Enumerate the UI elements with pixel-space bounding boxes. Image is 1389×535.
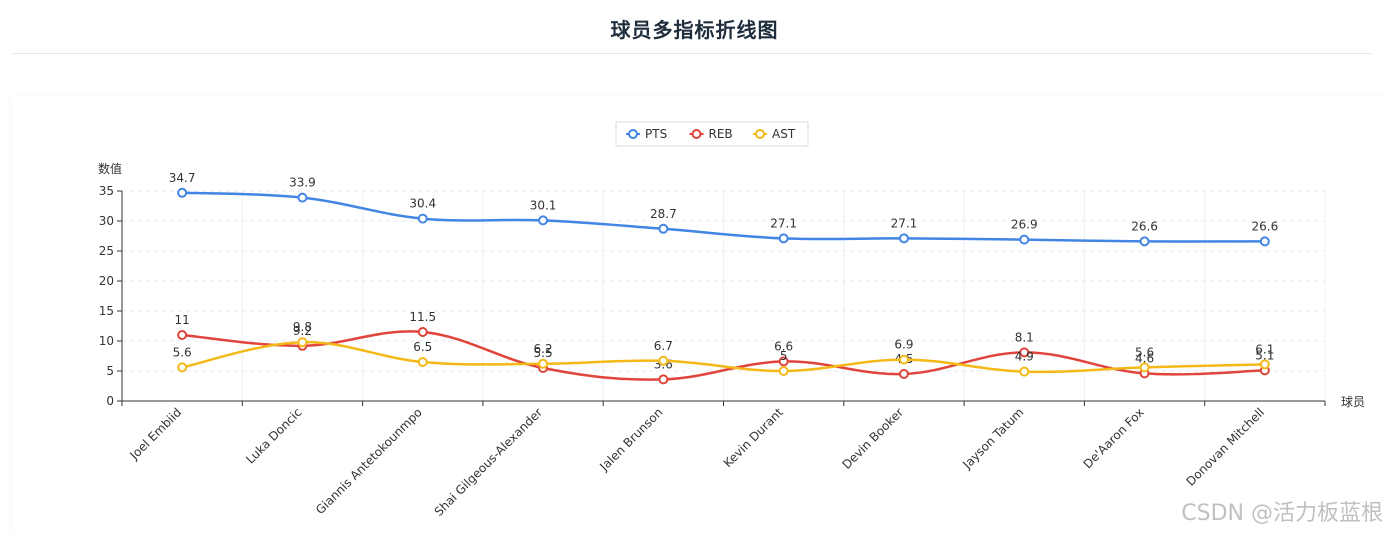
data-point-pts[interactable] [1139,236,1150,247]
y-tick-label: 10 [99,334,114,348]
data-point-pts[interactable] [778,233,789,244]
x-tick-label: Kevin Durant [721,405,786,470]
data-point-pts[interactable] [297,192,308,203]
y-tick-label: 30 [99,214,114,228]
y-tick-label: 35 [99,184,114,198]
data-point-ast[interactable] [898,354,909,365]
series-line-pts [182,191,1265,243]
x-tick-label: Devin Booker [839,405,906,472]
data-point-ast[interactable] [177,362,188,373]
data-point-pts[interactable] [658,223,669,234]
data-label-pts: 27.1 [891,216,918,230]
data-point-ast[interactable] [1139,362,1150,373]
y-tick-label: 20 [99,274,114,288]
x-tick-label: Jalen Brunson [596,405,665,474]
data-label-ast: 6.5 [413,340,432,354]
data-point-ast[interactable] [1259,359,1270,370]
legend-marker-pts[interactable] [628,129,638,139]
data-label-ast: 5 [780,349,788,363]
data-point-pts[interactable] [898,233,909,244]
y-axis-title: 数值 [98,161,122,176]
legend-box [615,121,809,147]
data-label-pts: 28.7 [650,207,677,221]
x-tick-label: Donovan Mitchell [1183,405,1266,488]
legend-label-ast: AST [772,127,796,141]
x-tick-label: Luka Doncic [243,405,304,466]
data-label-reb: 4.6 [1135,351,1154,365]
data-label-pts: 26.6 [1131,219,1158,233]
data-label-ast: 6.9 [894,338,913,352]
x-tick-label: De'Aaron Fox [1081,405,1147,471]
legend-label-pts: PTS [645,127,667,141]
data-label-reb: 5.1 [1255,348,1274,362]
data-point-ast[interactable] [297,337,308,348]
data-point-ast[interactable] [538,358,549,369]
series-line-ast [181,340,1265,374]
data-point-reb[interactable] [778,356,789,367]
legend-marker-reb[interactable] [691,129,702,139]
watermark: CSDN @活力板蓝根 [1181,501,1383,526]
data-point-ast[interactable] [658,355,669,366]
data-label-pts: 30.1 [530,198,557,212]
data-label-ast: 4.9 [1015,350,1034,364]
page-title: 球员多指标折线图 [610,18,779,42]
y-tick-label: 0 [106,394,114,408]
title-divider [12,53,1372,54]
x-tick-label: Shai Gilgeous-Alexander [432,405,546,519]
data-label-pts: 26.9 [1011,218,1038,232]
data-label-reb: 11.5 [409,310,436,324]
data-label-pts: 27.1 [770,216,797,230]
data-label-ast: 6.7 [654,339,673,353]
data-point-reb[interactable] [417,327,428,337]
data-point-reb[interactable] [177,330,188,340]
x-tick-label: Jayson Tatum [959,405,1026,472]
data-label-pts: 33.9 [289,176,316,190]
data-point-pts[interactable] [177,187,188,198]
y-tick-label: 5 [106,364,114,378]
data-point-pts[interactable] [538,215,549,226]
legend-label-reb: REB [709,127,733,141]
line-chart: 0 5 10 15 20 25 30 35 数值 Joel Embiid Luka Doncic Gi… [98,121,1365,519]
data-point-pts[interactable] [1019,234,1030,245]
x-tick-label: Joel Embiid [127,405,185,463]
data-label-ast: 5.6 [1135,345,1154,359]
y-tick-label: 15 [99,304,114,318]
data-label-reb: 5.5 [534,346,553,360]
data-point-reb[interactable] [898,369,909,379]
data-point-reb[interactable] [1019,347,1030,358]
data-label-reb: 8.1 [1015,330,1034,344]
data-point-reb[interactable] [658,374,669,385]
data-label-ast: 9.8 [293,320,312,334]
data-point-pts[interactable] [1259,236,1270,247]
data-label-ast: 6.1 [1255,342,1274,356]
legend-marker-ast[interactable] [755,129,765,139]
series-line-reb [182,330,1265,381]
x-axis-title: 球员 [1341,395,1365,409]
y-tick-label: 25 [99,244,114,258]
data-point-ast[interactable] [778,366,789,376]
data-point-ast[interactable] [417,357,428,367]
data-label-reb: 11 [175,313,190,327]
data-point-ast[interactable] [1019,366,1030,377]
data-label-pts: 26.6 [1251,219,1278,233]
data-label-pts: 34.7 [169,171,196,185]
data-point-pts[interactable] [417,213,428,224]
chart-card: 0 5 10 15 20 25 30 35 数值 Joel Embiid Luka Doncic Gi… [12,95,1389,535]
data-label-ast: 6.2 [534,342,553,356]
data-label-ast: 5.6 [173,345,192,359]
data-label-reb: 9.2 [293,324,312,338]
x-tick-label: Giannis Antetokounmpo [313,405,425,517]
data-label-reb: 6.6 [774,339,793,353]
data-label-pts: 30.4 [409,197,436,211]
